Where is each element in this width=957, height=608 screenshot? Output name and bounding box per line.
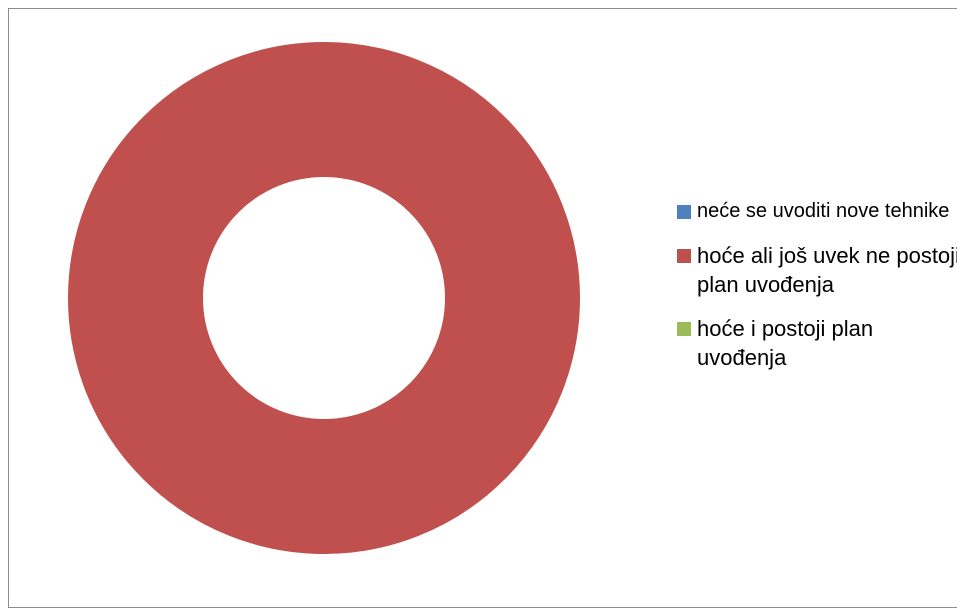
legend: neće se uvoditi nove tehnike hoće ali jo… xyxy=(677,197,957,387)
legend-label-0: neće se uvoditi nove tehnike xyxy=(697,200,950,222)
legend-swatch-0 xyxy=(677,205,691,219)
legend-swatch-1 xyxy=(677,249,691,263)
legend-item-2: hoće i postoji plan uvođenja xyxy=(677,314,957,372)
chart-area: neće se uvoditi nove tehnike hoće ali jo… xyxy=(8,8,957,608)
legend-swatch-2 xyxy=(677,322,691,336)
legend-item-0: neće se uvoditi nove tehnike xyxy=(677,197,957,226)
legend-label-2: hoće i postoji plan uvođenja xyxy=(697,316,874,370)
legend-item-1: hoće ali još uvek ne postoji plan uvođen… xyxy=(677,241,957,299)
doughnut-slice-1 xyxy=(68,42,580,554)
legend-label-1: hoće ali još uvek ne postoji plan uvođen… xyxy=(697,243,957,297)
doughnut-chart xyxy=(68,42,580,554)
